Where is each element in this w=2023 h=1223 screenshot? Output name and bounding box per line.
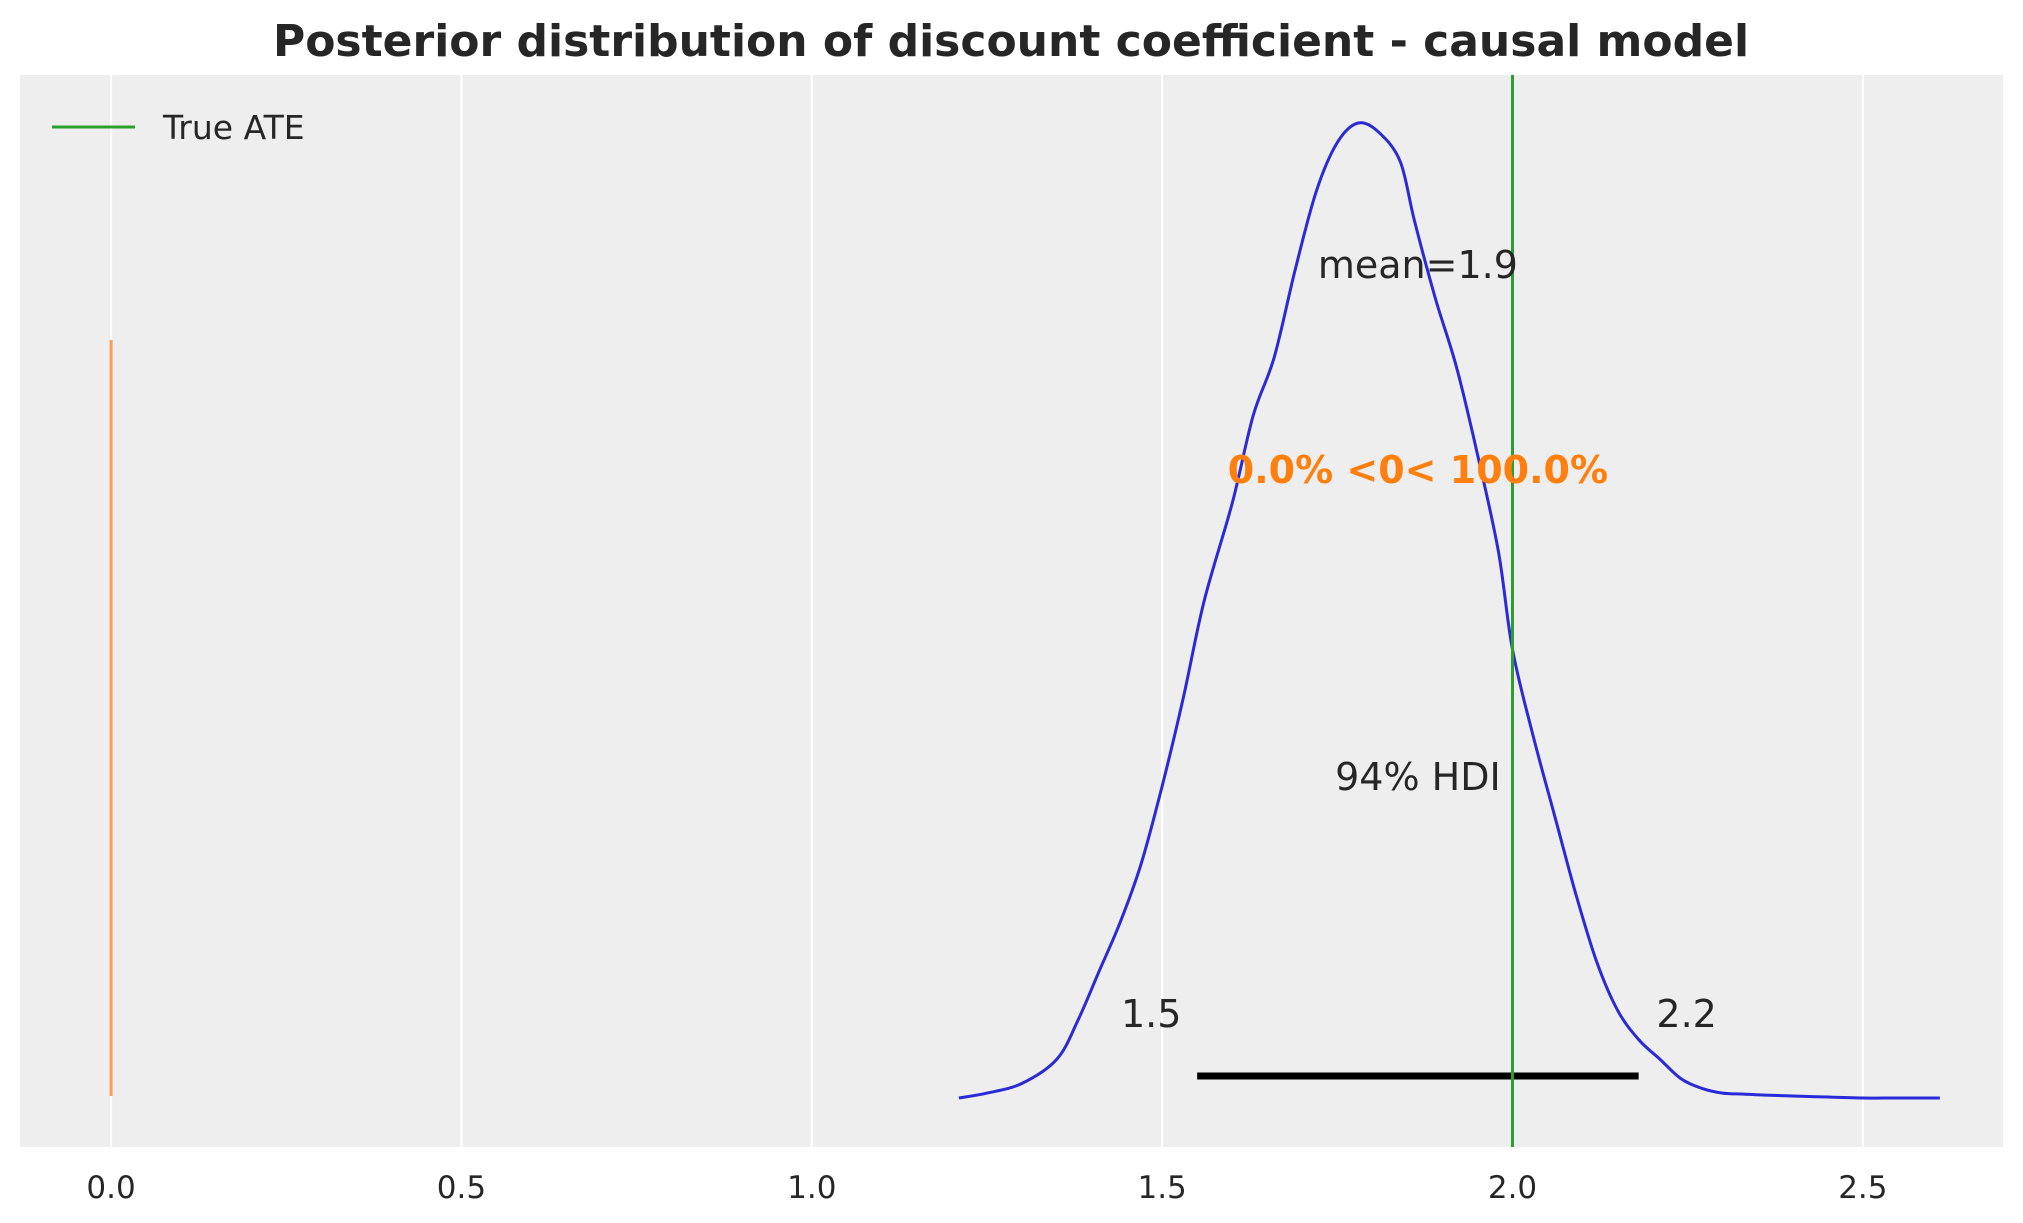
- reference-value-label: 0.0% <0< 100.0%: [1228, 448, 1608, 492]
- x-tick-label: 0.5: [437, 1170, 486, 1206]
- x-tick-label: 1.0: [787, 1170, 836, 1206]
- mean-label: mean=1.9: [1318, 243, 1518, 287]
- hdi-low-label: 1.5: [1121, 992, 1181, 1036]
- x-tick-label: 2.5: [1838, 1170, 1887, 1206]
- x-tick-label: 0.0: [86, 1170, 135, 1206]
- posterior-density-curve: [958, 121, 1940, 1100]
- hdi-label: 94% HDI: [1335, 755, 1501, 799]
- chart-title: Posterior distribution of discount coeff…: [273, 16, 1749, 67]
- legend-label-true-ate: True ATE: [162, 108, 305, 147]
- x-tick-label: 2.0: [1488, 1170, 1537, 1206]
- x-tick-label: 1.5: [1137, 1170, 1186, 1206]
- x-axis-ticks: 0.0 0.5 1.0 1.5 2.0 2.5: [86, 1170, 1887, 1206]
- hdi-high-label: 2.2: [1656, 992, 1716, 1036]
- plot-area: [20, 75, 2003, 1147]
- legend: True ATE: [52, 108, 305, 147]
